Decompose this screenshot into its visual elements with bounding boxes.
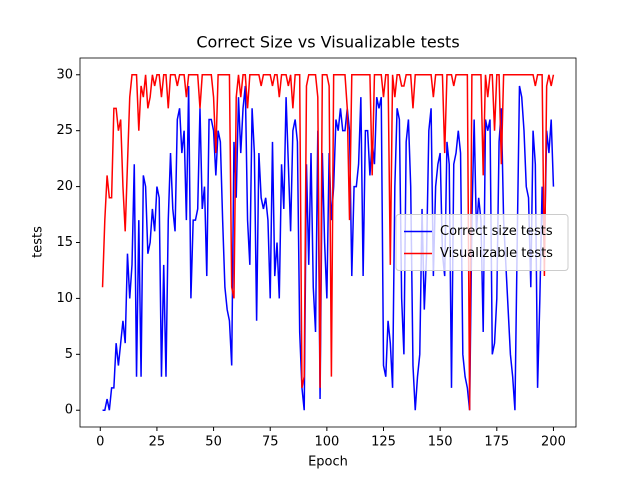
legend-label: Correct size tests xyxy=(440,224,553,239)
y-tick-label: 15 xyxy=(56,235,73,250)
x-tick-label: 150 xyxy=(428,435,453,450)
series-line xyxy=(102,85,555,411)
y-tick-label: 10 xyxy=(56,291,73,306)
y-tick-label: 0 xyxy=(65,403,73,418)
x-tick-label: 75 xyxy=(262,435,279,450)
legend: Correct size tests Visualizable tests xyxy=(395,214,569,271)
y-tick-label: 30 xyxy=(56,67,73,82)
x-tick-label: 100 xyxy=(314,435,339,450)
y-axis-label: tests xyxy=(31,226,46,258)
x-tick-label: 25 xyxy=(149,435,166,450)
y-tick-label: 5 xyxy=(65,347,73,362)
chart-title: Correct Size vs Visualizable tests xyxy=(196,33,459,52)
y-tick-label: 25 xyxy=(56,123,73,138)
series-line xyxy=(101,74,555,411)
x-tick-label: 125 xyxy=(371,435,396,450)
legend-box xyxy=(395,214,569,271)
legend-label: Visualizable tests xyxy=(440,246,553,261)
plot-frame xyxy=(79,57,577,428)
x-tick-label: 50 xyxy=(205,435,222,450)
x-axis-label: Epoch xyxy=(308,455,348,470)
y-tick-label: 20 xyxy=(56,179,73,194)
x-tick-label: 0 xyxy=(96,435,104,450)
x-tick-label: 200 xyxy=(541,435,566,450)
x-tick-label: 175 xyxy=(484,435,509,450)
